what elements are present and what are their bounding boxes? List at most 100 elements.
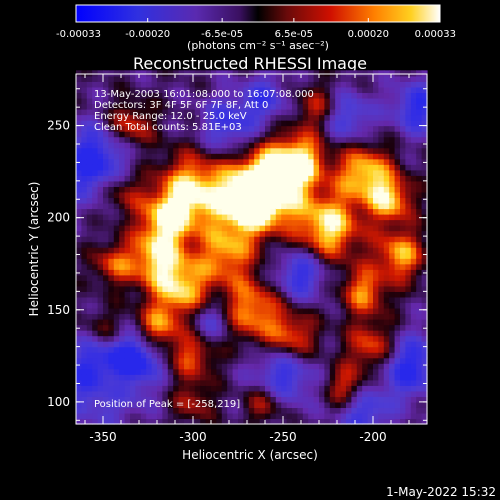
heatmap-cell xyxy=(189,307,196,315)
colorbar-unit-label: (photons cm⁻² s⁻¹ asec⁻²) xyxy=(187,39,329,52)
heatmap-cell xyxy=(308,202,315,210)
heatmap-cell xyxy=(227,131,234,138)
heatmap-cell xyxy=(292,280,298,287)
heatmap-cell xyxy=(81,147,88,154)
heatmap-cell xyxy=(135,153,142,160)
heatmap-cell xyxy=(421,219,428,226)
heatmap-cell xyxy=(286,103,293,110)
heatmap-cell xyxy=(76,147,82,154)
heatmap-cell xyxy=(335,186,342,193)
heatmap-cell xyxy=(140,335,147,342)
heatmap-cell xyxy=(221,252,228,259)
heatmap-cell xyxy=(405,214,412,221)
heatmap-cell xyxy=(335,114,342,121)
annotation-time-range: 13-May-2003 16:01:08.000 to 16:07:08.000 xyxy=(94,89,314,100)
heatmap-cell xyxy=(178,313,185,320)
heatmap-cell xyxy=(157,418,163,425)
heatmap-cell xyxy=(389,341,396,348)
heatmap-cell xyxy=(324,120,331,127)
heatmap-cell xyxy=(394,81,401,88)
heatmap-cell xyxy=(140,412,147,420)
heatmap-cell xyxy=(356,191,363,199)
heatmap-cell xyxy=(140,269,147,276)
heatmap-cell xyxy=(297,390,304,397)
heatmap-cell xyxy=(275,319,282,326)
heatmap-cell xyxy=(389,70,396,77)
heatmap-cell xyxy=(297,274,304,281)
heatmap-cell xyxy=(292,363,298,370)
heatmap-cell xyxy=(189,379,196,386)
heatmap-cell xyxy=(378,341,385,348)
heatmap-cell xyxy=(308,219,315,226)
heatmap-cell xyxy=(146,307,153,315)
heatmap-cell xyxy=(103,390,109,397)
heatmap-cell xyxy=(97,70,104,77)
heatmap-cell xyxy=(189,252,196,259)
heatmap-cell xyxy=(346,357,352,364)
heatmap-cell xyxy=(205,131,212,138)
heatmap-cell xyxy=(151,330,158,337)
heatmap-cell xyxy=(108,219,115,226)
heatmap-cell xyxy=(103,86,109,94)
heatmap-cell xyxy=(162,208,169,215)
heatmap-cell xyxy=(200,374,207,381)
heatmap-cell xyxy=(351,401,358,409)
heatmap-cell xyxy=(86,379,93,386)
heatmap-cell xyxy=(378,103,385,110)
heatmap-cell xyxy=(367,396,374,403)
heatmap-cell xyxy=(238,241,244,248)
heatmap-cell xyxy=(140,252,147,259)
heatmap-cell xyxy=(167,407,174,414)
heatmap-cell xyxy=(405,92,412,99)
heatmap-cell xyxy=(135,241,142,248)
heatmap-cell xyxy=(275,97,282,105)
heatmap-cell xyxy=(200,230,207,237)
heatmap-cell xyxy=(92,379,99,386)
heatmap-cell xyxy=(130,147,136,154)
heatmap-cell xyxy=(97,75,104,82)
heatmap-cell xyxy=(151,147,158,154)
heatmap-cell xyxy=(410,269,417,276)
heatmap-cell xyxy=(259,280,266,287)
heatmap-cell xyxy=(76,114,82,121)
heatmap-cell xyxy=(173,335,180,342)
heatmap-cell xyxy=(108,363,115,370)
heatmap-cell xyxy=(373,97,379,105)
heatmap-cell xyxy=(113,75,120,82)
heatmap-cell xyxy=(243,307,250,315)
heatmap-cell xyxy=(275,103,282,110)
heatmap-cell xyxy=(86,114,93,121)
heatmap-cell xyxy=(308,103,315,110)
heatmap-cell xyxy=(113,324,120,331)
heatmap-cell xyxy=(119,147,126,154)
heatmap-cell xyxy=(178,75,185,82)
heatmap-cell xyxy=(400,120,406,127)
heatmap-cell xyxy=(416,142,423,149)
heatmap-cell xyxy=(281,191,288,199)
heatmap-cell xyxy=(119,153,126,160)
heatmap-cell xyxy=(329,230,336,237)
heatmap-cell xyxy=(108,390,115,397)
heatmap-cell xyxy=(167,401,174,409)
heatmap-cell xyxy=(378,131,385,138)
heatmap-cell xyxy=(356,357,363,364)
heatmap-cell xyxy=(97,341,104,348)
heatmap-cell xyxy=(227,401,234,409)
heatmap-cell xyxy=(373,385,379,392)
heatmap-cell xyxy=(189,302,196,309)
heatmap-cell xyxy=(394,230,401,237)
heatmap-cell xyxy=(394,401,401,409)
heatmap-cell xyxy=(329,131,336,138)
heatmap-cell xyxy=(313,158,320,165)
heatmap-cell xyxy=(405,86,412,94)
heatmap-cell xyxy=(373,341,379,348)
heatmap-cell xyxy=(86,180,93,187)
heatmap-cell xyxy=(97,385,104,392)
heatmap-cell xyxy=(297,219,304,226)
heatmap-cell xyxy=(211,219,217,226)
heatmap-cell xyxy=(410,81,417,88)
heatmap-cell xyxy=(394,186,401,193)
heatmap-cell xyxy=(340,109,347,116)
heatmap-cell xyxy=(200,357,207,364)
heatmap-cell xyxy=(162,385,169,392)
